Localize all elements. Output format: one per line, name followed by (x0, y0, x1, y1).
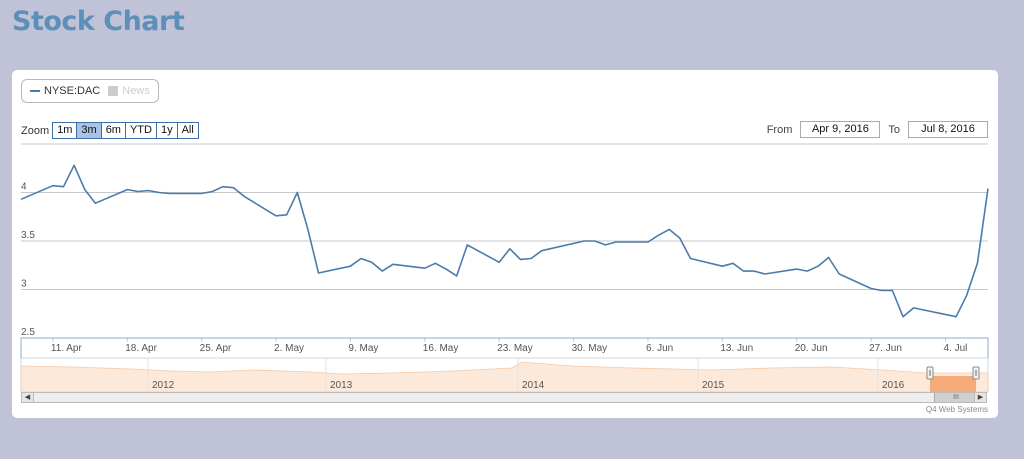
x-tick-label: 2. May (274, 343, 304, 354)
x-tick-label: 4. Jul (943, 343, 967, 354)
legend-item-nyse-dac[interactable]: NYSE:DAC (30, 85, 100, 97)
x-tick-label: 9. May (348, 343, 378, 354)
y-tick-label: 3.5 (21, 230, 35, 241)
x-tick-label: 25. Apr (200, 343, 232, 354)
x-tick-label: 13. Jun (720, 343, 753, 354)
x-tick-label: 11. Apr (51, 343, 83, 354)
y-axis-labels: 2.5 3 3.5 4 (21, 182, 35, 339)
news-swatch-icon (108, 86, 119, 97)
legend-label: NYSE:DAC (44, 85, 101, 97)
credits: Q4 Web Systems (925, 405, 988, 414)
zoom-button-3m[interactable]: 3m (76, 122, 102, 139)
navigator-year-label: 2012 (152, 380, 175, 391)
zoom-button-all[interactable]: All (176, 122, 199, 139)
navigator-outline (20, 337, 989, 358)
navigator-area (20, 361, 989, 393)
zoom-label: Zoom (21, 124, 50, 137)
x-tick-label: 18. Apr (125, 343, 157, 354)
navigator-year-label: 2013 (330, 380, 353, 391)
date-range-selector: From Apr 9, 2016 To Jul 8, 2016 (759, 121, 988, 138)
legend: NYSE:DAC News (21, 79, 159, 103)
from-date-input[interactable]: Apr 9, 2016 (800, 121, 881, 138)
legend-label: News (122, 85, 150, 97)
navigator-year-label: 2015 (702, 380, 725, 391)
from-label: From (766, 123, 793, 136)
y-tick-label: 3 (21, 279, 27, 290)
navigator: 2012 2013 2014 2015 2016 (20, 337, 989, 393)
navigator-scrollbar[interactable]: ◀ III ▶ (21, 392, 987, 403)
scroll-right-arrow-icon[interactable]: ▶ (974, 393, 986, 402)
series-layer (20, 164, 989, 318)
zoom-button-6m[interactable]: 6m (100, 122, 126, 139)
legend-item-news[interactable]: News (108, 85, 150, 97)
navigator-selection (930, 376, 976, 392)
zoom-button-ytd[interactable]: YTD (124, 122, 157, 139)
x-tick-label: 30. May (572, 343, 608, 354)
grid-lines (21, 143, 988, 339)
scroll-thumb[interactable]: III (934, 393, 978, 402)
x-tick-label: 27. Jun (869, 343, 902, 354)
x-tick-label: 20. Jun (795, 343, 828, 354)
chart-canvas: 2.5 3 3.5 4 11. Apr 18. Apr 25. Apr 2. May 9. M… (20, 143, 989, 393)
to-label: To (888, 123, 900, 136)
zoom-button-1m[interactable]: 1m (52, 122, 78, 139)
y-tick-label: 4 (21, 182, 27, 193)
series-line-nyse-dac (20, 164, 989, 318)
x-axis: 11. Apr 18. Apr 25. Apr 2. May 9. May 16. May… (21, 337, 988, 354)
stock-chart-card: 2.5 3 3.5 4 11. Apr 18. Apr 25. Apr 2. May 9. M… (12, 70, 998, 418)
zoom-button-1y[interactable]: 1y (155, 122, 178, 139)
page-title: Stock Chart (12, 6, 185, 37)
series-line-icon (30, 90, 40, 93)
to-date-input[interactable]: Jul 8, 2016 (908, 121, 988, 138)
y-tick-label: 2.5 (21, 327, 35, 338)
zoom-selector: Zoom 1m 3m 6m YTD 1y All (21, 122, 199, 139)
x-tick-label: 6. Jun (646, 343, 673, 354)
x-tick-label: 16. May (423, 343, 459, 354)
navigator-year-label: 2014 (522, 380, 545, 391)
scroll-left-arrow-icon[interactable]: ◀ (22, 393, 34, 402)
x-tick-label: 23. May (497, 343, 533, 354)
navigator-year-label: 2016 (882, 380, 905, 391)
